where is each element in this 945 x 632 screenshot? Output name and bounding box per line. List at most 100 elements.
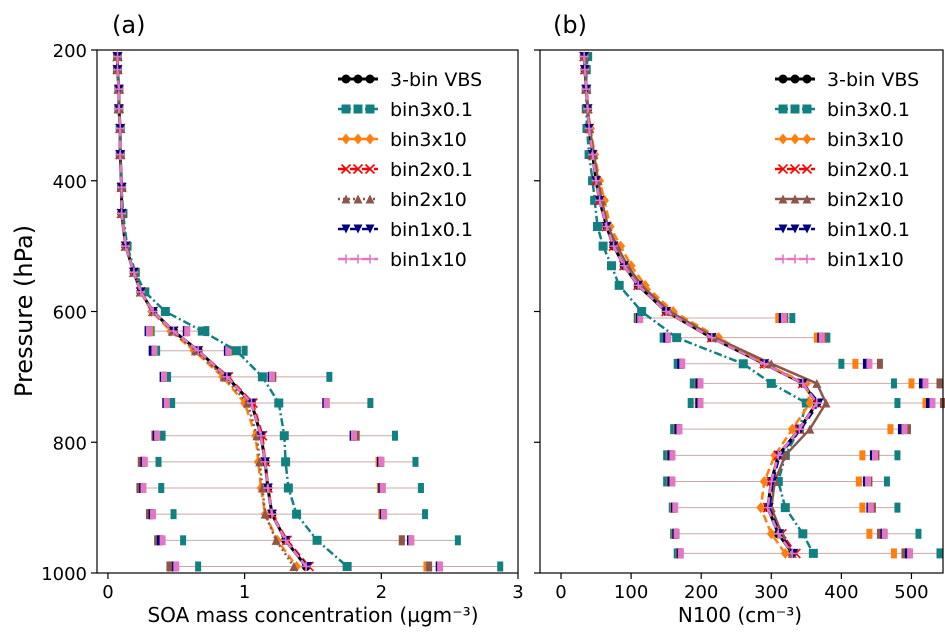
data-point [766,359,776,369]
legend-marker [365,224,375,234]
data-point [763,503,773,513]
legend-label-a: 3-bin VBS [390,69,482,91]
range-marker [929,398,936,409]
data-point [633,280,643,290]
data-point [773,476,783,486]
legend-label-b: bin1x0.1 [827,219,910,241]
range-marker [669,450,676,461]
range-marker [673,528,680,539]
range-marker [936,548,943,559]
data-point [794,424,804,434]
range-marker [894,450,901,461]
range-marker [922,398,929,409]
range-marker [225,345,232,356]
range-marker [381,509,388,520]
data-point [121,241,131,251]
legend-marker [365,74,375,84]
range-marker [454,535,461,546]
x-axis-label-a: SOA mass concentration (µgm⁻³) [147,603,478,627]
range-marker [925,398,932,409]
legend-marker [365,133,375,145]
data-point [292,509,302,519]
panel-label-b: (b) [553,11,587,39]
x-tick-label-b: 500 [894,582,928,603]
range-marker [859,450,866,461]
legend-label-a: bin1x10 [390,249,467,271]
legend-label-b: bin3x0.1 [827,99,910,121]
legend-marker [341,104,351,114]
data-point [246,398,256,408]
range-marker [876,358,883,369]
range-marker [890,378,897,389]
data-point [787,423,797,435]
data-point [787,548,797,558]
data-point [160,307,170,316]
data-point [661,307,671,316]
x-tick-label-b: 300 [754,582,788,603]
legend-label-a: bin3x0.1 [390,99,473,121]
data-point [805,424,815,434]
range-marker [659,332,666,343]
data-point [595,195,605,205]
data-point [808,548,818,558]
range-marker [166,561,173,572]
data-point [821,398,831,408]
data-point [773,450,783,460]
legend-marker [802,104,812,114]
range-marker [412,456,419,467]
range-marker [824,332,831,343]
data-point [583,104,593,114]
data-point [256,431,266,441]
data-point [738,359,748,369]
data-point [756,502,766,514]
range-marker [422,509,429,520]
data-point [255,457,265,467]
x-tick-label-a: 0 [102,582,113,603]
data-point [115,150,125,160]
data-point [584,123,594,133]
legend-marker [364,163,376,175]
range-marker [775,313,782,324]
legend-label-a: bin2x10 [390,189,467,211]
range-marker [894,398,901,409]
y-tick-label: 600 [53,303,87,324]
data-point [115,123,125,133]
legend-marker [340,163,352,175]
range-marker [408,535,415,546]
y-tick-label: 1000 [41,564,87,585]
data-point [260,457,270,467]
range-marker [391,430,398,441]
data-point [117,208,127,218]
x-tick-label-a: 3 [512,582,523,603]
range-marker [663,476,670,487]
data-point [114,84,124,94]
range-marker [865,476,872,487]
range-marker [872,450,879,461]
range-marker [780,313,787,324]
range-marker [890,548,897,559]
data-point [579,52,589,62]
legend-marker [790,194,800,204]
legend-marker [353,194,363,204]
legend-marker [802,194,812,204]
series-line [116,56,295,568]
range-marker [918,378,925,389]
range-marker [159,430,166,441]
range-marker [326,371,333,382]
data-point [759,359,769,369]
range-marker [907,548,914,559]
range-marker [673,358,680,369]
data-point [312,535,322,545]
range-marker [155,456,162,467]
legend-marker [801,163,813,175]
data-point [798,378,808,388]
legend-marker [778,194,788,204]
range-marker [672,502,679,513]
legend-label-b: bin2x10 [827,189,904,211]
data-point [342,561,352,571]
x-tick-label-b: 400 [824,582,858,603]
data-point [759,475,769,487]
data-point [766,378,776,388]
range-marker [876,528,883,539]
